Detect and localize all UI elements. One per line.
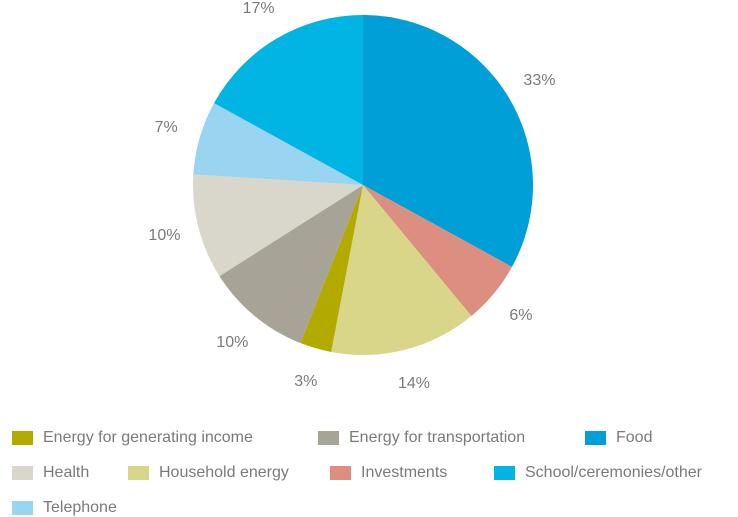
legend-swatch	[330, 466, 351, 480]
legend-label: School/ceremonies/other	[525, 464, 703, 481]
data-label: 17%	[243, 0, 275, 17]
pie-slice	[363, 15, 534, 267]
legend-label: Energy for transportation	[349, 429, 525, 446]
legend-label: Household energy	[159, 464, 289, 481]
data-label: 33%	[523, 72, 555, 89]
data-label: 10%	[216, 334, 248, 351]
legend-swatch	[128, 466, 149, 480]
legend-label: Energy for generating income	[43, 429, 253, 446]
legend-swatch	[12, 466, 33, 480]
data-label: 14%	[398, 375, 430, 392]
pie-slice	[214, 15, 363, 185]
legend-swatch	[12, 501, 33, 515]
pie-slice	[363, 185, 512, 316]
data-label: 3%	[294, 373, 317, 390]
legend-label: Investments	[361, 464, 447, 481]
pie-slice	[331, 185, 472, 355]
legend-label: Telephone	[43, 499, 117, 516]
legend-swatch	[318, 431, 339, 445]
data-label: 7%	[155, 119, 178, 136]
legend-label: Food	[616, 429, 652, 446]
legend-swatch	[12, 431, 33, 445]
data-label: 6%	[509, 307, 532, 324]
legend-swatch	[585, 431, 606, 445]
pie-slice	[193, 103, 363, 185]
legend-label: Health	[43, 464, 89, 481]
pie-slice	[193, 174, 363, 277]
pie-slice	[219, 185, 363, 344]
data-label: 10%	[148, 227, 180, 244]
pie-slice	[300, 185, 363, 352]
legend-swatch	[494, 466, 515, 480]
